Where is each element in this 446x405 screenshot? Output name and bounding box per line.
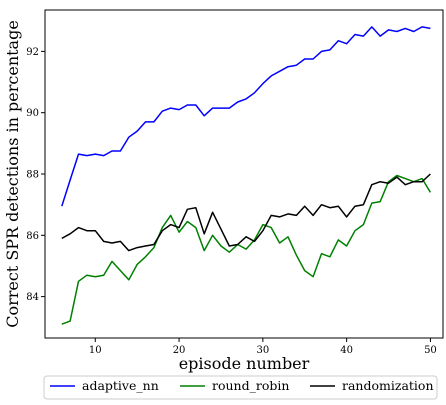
y-tick-label: 92 xyxy=(26,47,39,58)
series-line-round-robin xyxy=(61,174,432,325)
y-tick-label: 90 xyxy=(26,108,39,119)
legend-label-round-robin: round_robin xyxy=(212,378,289,393)
x-axis-ticks: 10 20 30 40 50 xyxy=(89,338,437,356)
y-tick-label: 88 xyxy=(26,170,39,181)
series-line-randomization xyxy=(61,173,431,252)
x-tick-label: 40 xyxy=(340,345,353,356)
x-tick-label: 50 xyxy=(424,345,437,356)
plot-area-frame xyxy=(44,9,444,339)
x-tick-label: 20 xyxy=(173,345,186,356)
x-tick-label: 30 xyxy=(256,345,269,356)
y-axis-ticks: 84 86 88 90 92 xyxy=(26,47,45,303)
series-line-adaptive-nn xyxy=(61,26,431,207)
y-tick-label: 86 xyxy=(26,231,39,242)
legend-label-adaptive-nn: adaptive_nn xyxy=(82,378,159,393)
legend-box xyxy=(43,375,438,400)
legend-label-randomization: randomization xyxy=(342,378,434,393)
series-lines xyxy=(61,26,432,325)
legend: adaptive_nn round_robin randomization xyxy=(43,375,438,400)
x-tick-label: 10 xyxy=(89,345,102,356)
x-axis-title: episode number xyxy=(179,354,310,373)
y-tick-label: 84 xyxy=(26,292,39,303)
y-axis-title: Correct SPR detections in percentage xyxy=(3,20,22,328)
